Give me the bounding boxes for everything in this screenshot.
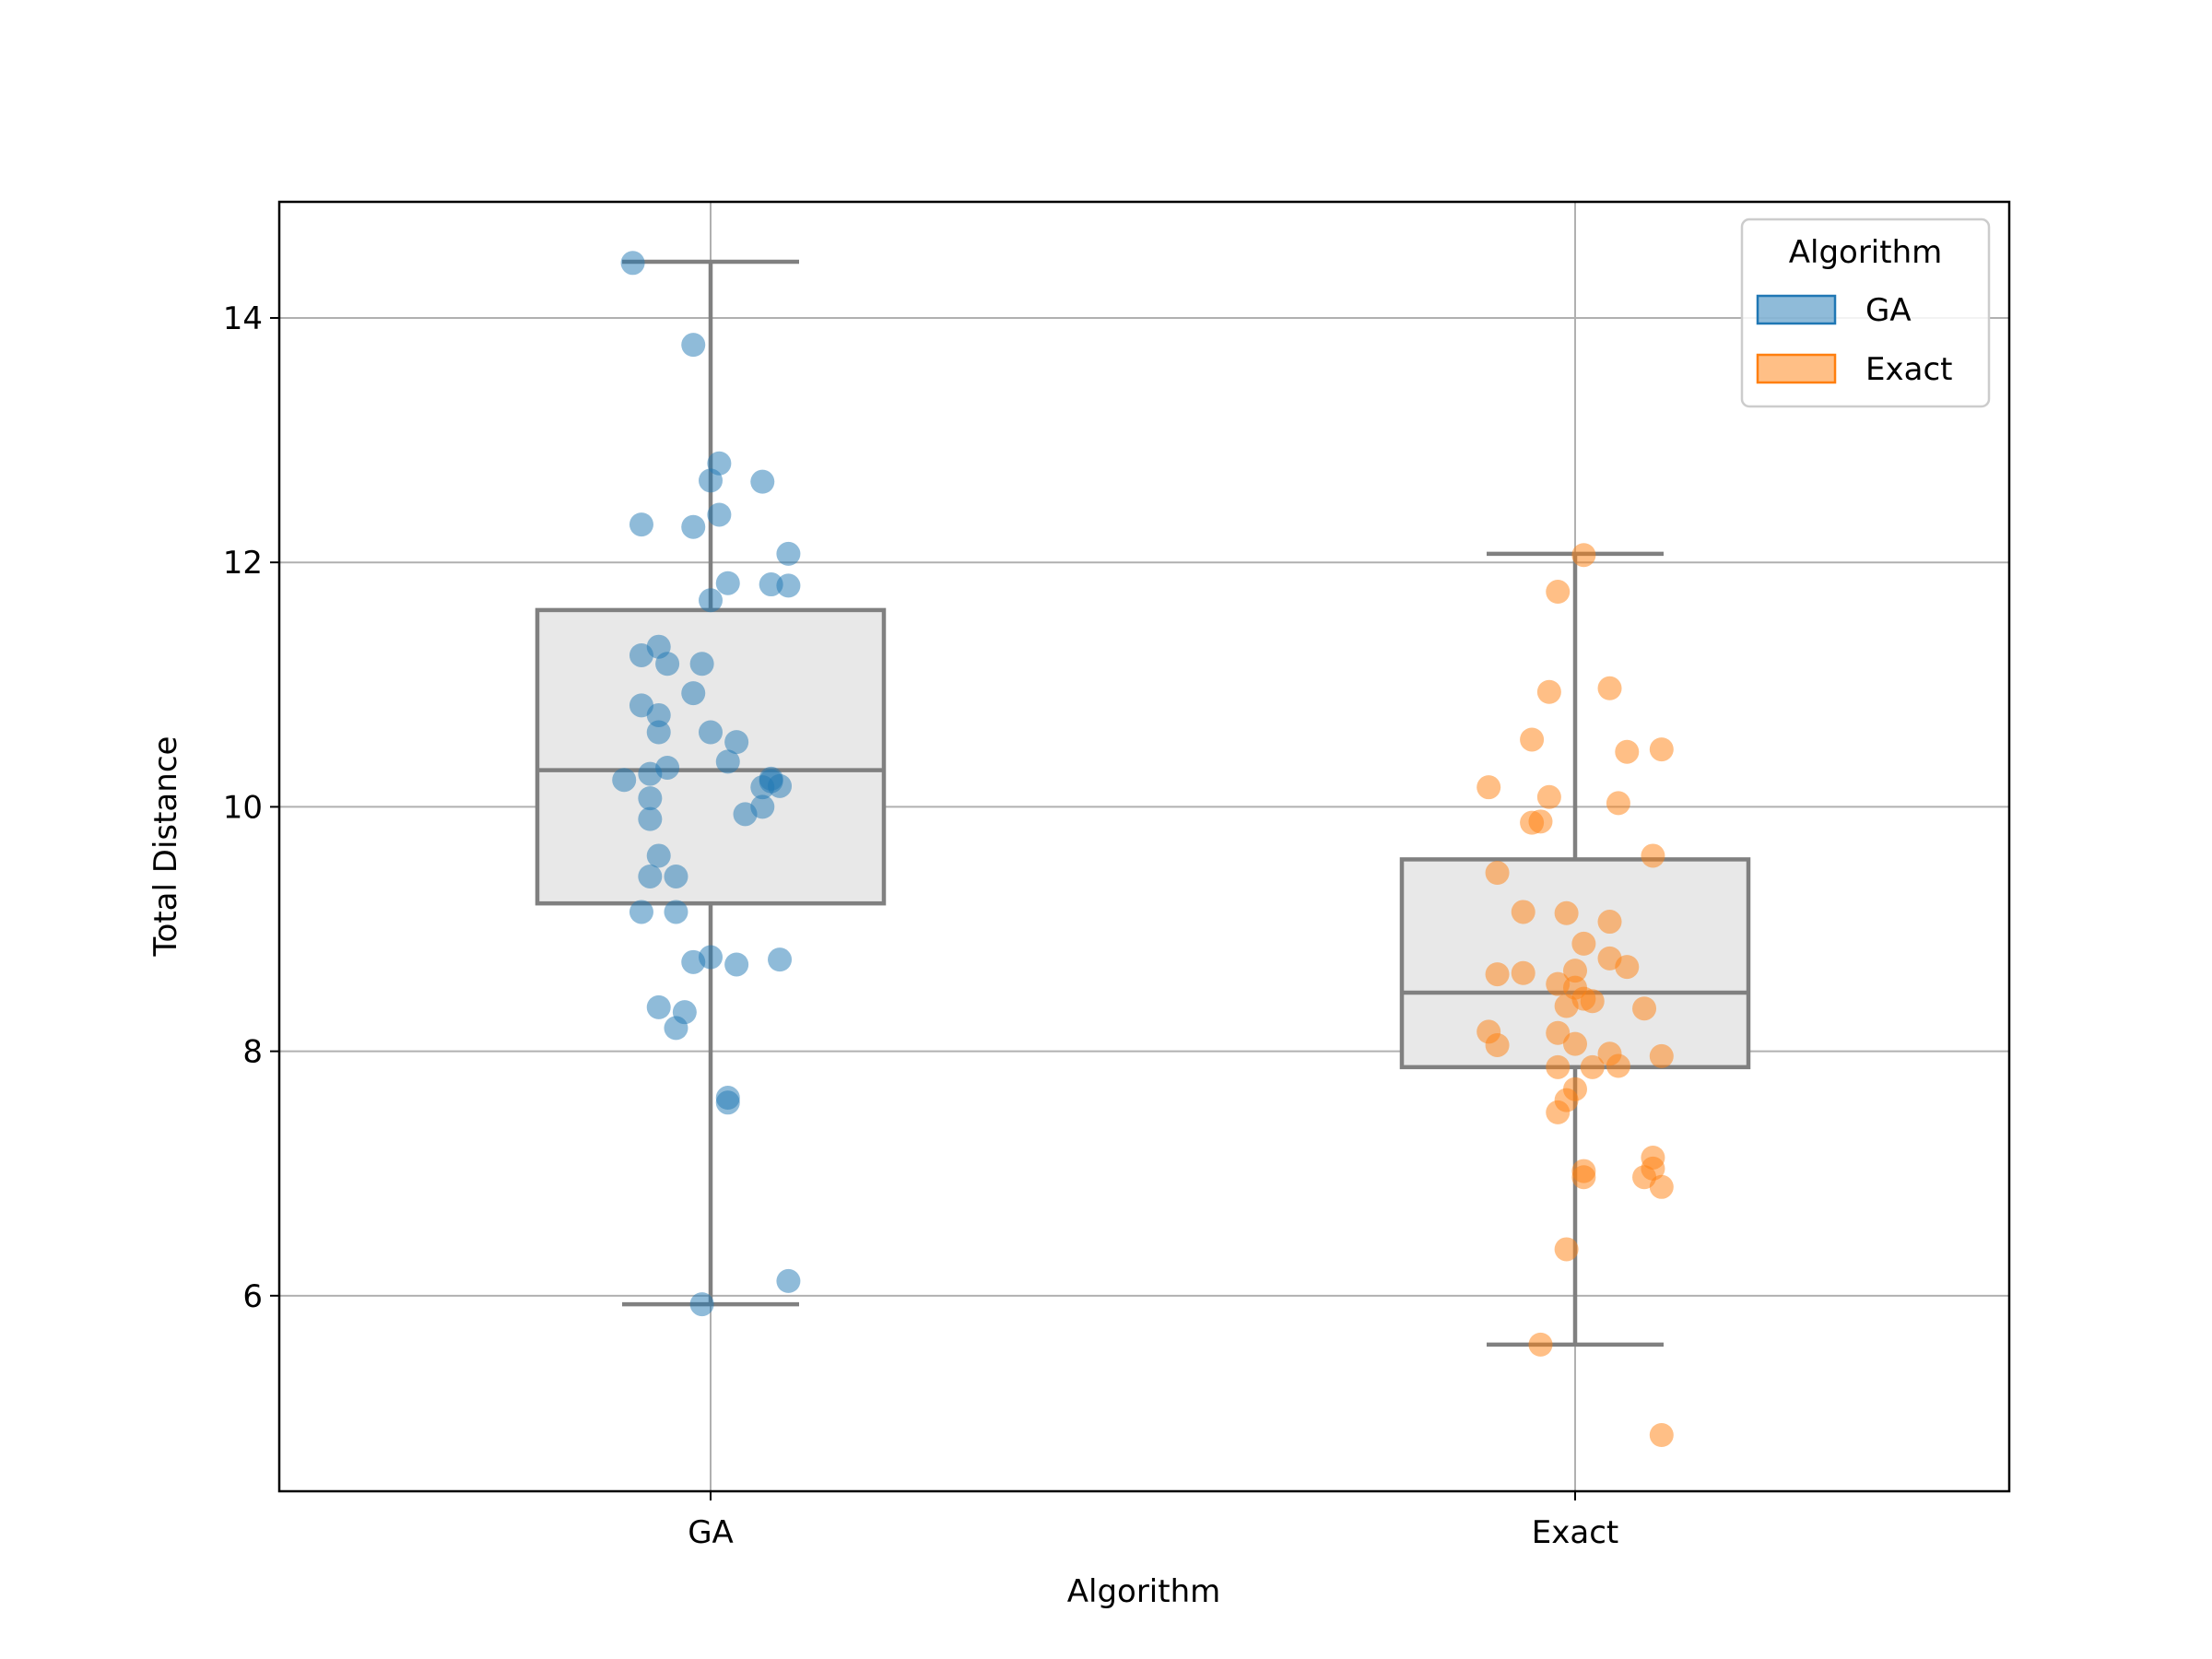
data-point xyxy=(1615,955,1640,980)
data-point xyxy=(1511,960,1535,985)
data-point xyxy=(664,900,688,924)
y-axis-label: Total Distance xyxy=(147,736,184,958)
y-tick-label: 10 xyxy=(223,789,263,826)
data-point xyxy=(733,802,758,827)
data-point xyxy=(699,588,723,613)
x-tick-label: GA xyxy=(688,1514,734,1551)
data-point xyxy=(646,843,671,868)
data-point xyxy=(646,720,671,745)
data-point xyxy=(655,652,680,677)
data-point xyxy=(1485,861,1510,886)
data-point xyxy=(1546,1054,1571,1079)
data-point xyxy=(715,571,740,595)
data-point xyxy=(681,514,706,539)
data-point xyxy=(681,949,706,974)
data-points xyxy=(612,251,1674,1448)
data-point xyxy=(620,251,645,276)
data-point xyxy=(1554,994,1579,1018)
data-point xyxy=(681,333,706,358)
data-point xyxy=(1597,910,1622,935)
iqr-box xyxy=(535,607,887,906)
data-point xyxy=(1546,1100,1571,1124)
data-point xyxy=(699,468,723,493)
data-point xyxy=(715,1090,740,1115)
y-tick-label: 6 xyxy=(242,1278,263,1315)
data-point xyxy=(638,864,663,888)
data-point xyxy=(1520,810,1545,835)
data-point xyxy=(1649,737,1674,762)
data-point xyxy=(1632,996,1657,1021)
data-point xyxy=(1563,1031,1587,1056)
data-point xyxy=(1536,784,1561,809)
y-axis-ticks: 6 8 10 12 14 xyxy=(223,300,279,1315)
legend-label-ga: GA xyxy=(1865,292,1912,329)
x-tick-label: Exact xyxy=(1532,1514,1618,1551)
data-point xyxy=(750,469,775,494)
data-point xyxy=(1528,1332,1553,1357)
data-point xyxy=(776,573,801,598)
legend: Algorithm GA Exact xyxy=(1740,218,1991,408)
data-point xyxy=(646,702,671,727)
data-point xyxy=(1536,679,1561,704)
legend-title: Algorithm xyxy=(1789,234,1943,271)
x-axis-label: Algorithm xyxy=(1067,1573,1221,1610)
data-point xyxy=(689,652,714,677)
data-point xyxy=(1485,962,1510,987)
data-point xyxy=(1485,1032,1510,1057)
data-point xyxy=(776,541,801,566)
data-point xyxy=(1511,900,1535,924)
data-point xyxy=(646,994,671,1019)
plot-frame xyxy=(277,200,2011,1493)
data-point xyxy=(776,1268,801,1293)
data-point xyxy=(638,806,663,831)
data-point xyxy=(1580,1054,1605,1079)
data-point xyxy=(768,947,793,972)
y-tick-label: 12 xyxy=(223,545,263,582)
data-point xyxy=(1597,676,1622,700)
data-point xyxy=(1649,1174,1674,1199)
data-point xyxy=(1554,1237,1579,1262)
data-point xyxy=(1571,931,1596,956)
legend-label-exact: Exact xyxy=(1865,351,1952,388)
data-point xyxy=(1571,1165,1596,1190)
data-point xyxy=(1580,989,1605,1014)
data-point xyxy=(1606,791,1630,816)
data-point xyxy=(1615,739,1640,764)
data-point xyxy=(664,1016,688,1041)
data-point xyxy=(1546,1020,1571,1045)
data-point xyxy=(1649,1423,1674,1448)
y-tick-label: 14 xyxy=(223,300,263,337)
data-point xyxy=(707,502,732,527)
data-point xyxy=(638,761,663,786)
data-point xyxy=(1554,900,1579,925)
data-point xyxy=(699,720,723,745)
data-point xyxy=(1606,1053,1630,1078)
y-tick-label: 8 xyxy=(242,1034,263,1071)
data-point xyxy=(750,775,775,800)
data-point xyxy=(759,572,783,597)
data-point xyxy=(715,749,740,774)
legend-swatch-exact xyxy=(1756,353,1837,384)
legend-swatch-ga xyxy=(1756,294,1837,325)
data-point xyxy=(664,864,688,888)
data-point xyxy=(629,900,653,924)
x-axis-ticks: GA Exact xyxy=(688,1491,1618,1551)
data-point xyxy=(612,768,637,793)
data-point xyxy=(629,512,653,537)
data-point xyxy=(724,730,749,755)
data-point xyxy=(1520,727,1545,752)
data-point xyxy=(629,642,653,667)
data-point xyxy=(689,1292,714,1317)
data-point xyxy=(768,773,793,798)
data-point xyxy=(1563,959,1587,983)
data-point xyxy=(681,681,706,706)
data-point xyxy=(1571,543,1596,568)
data-point xyxy=(724,952,749,977)
data-point xyxy=(1477,775,1501,800)
data-point xyxy=(638,786,663,811)
data-point xyxy=(1641,843,1665,868)
data-point xyxy=(1546,580,1571,605)
data-point xyxy=(1649,1043,1674,1068)
